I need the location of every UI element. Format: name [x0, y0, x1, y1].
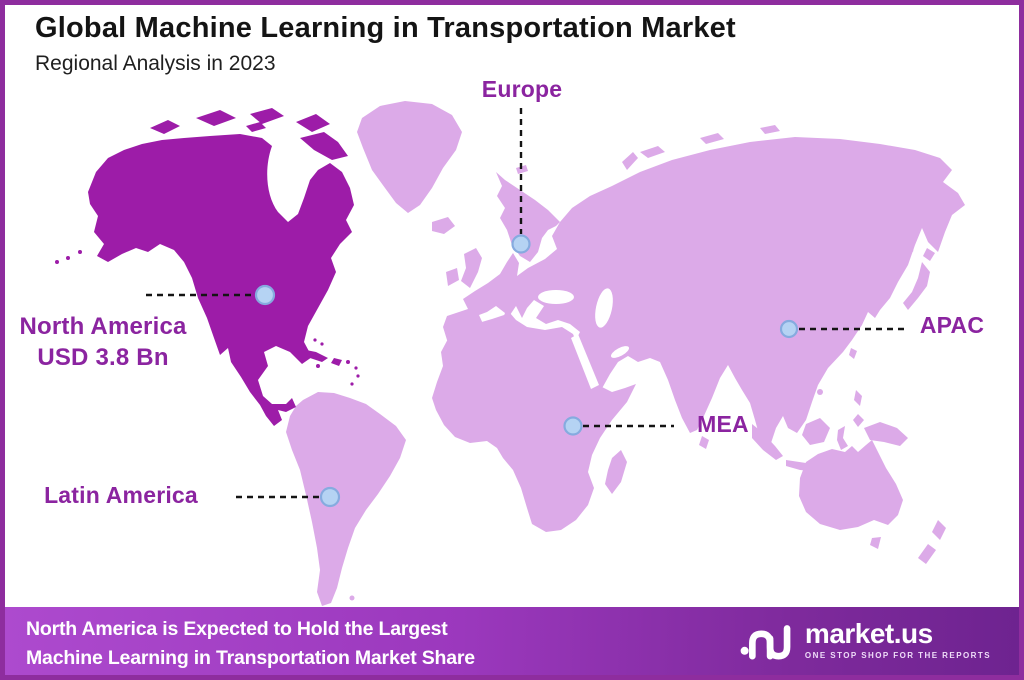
sakhalin-shape — [907, 225, 916, 252]
footer-headline-line1: North America is Expected to Hold the La… — [26, 618, 448, 640]
caribbean-dot — [316, 364, 320, 368]
sumatra-shape — [752, 424, 783, 460]
new-guinea-shape — [864, 422, 908, 446]
south-america-shape — [286, 392, 406, 606]
caribbean-dot — [356, 374, 360, 378]
logo-brand: market.us — [804, 618, 933, 649]
marker-latin-america — [319, 486, 341, 508]
greenland-shape — [357, 101, 462, 213]
region-label-europe: Europe — [481, 76, 563, 102]
iceland-shape — [432, 217, 455, 234]
hainan-shape — [817, 389, 823, 395]
bahamas-dot — [320, 342, 324, 346]
marketus-logo: market.us ONE STOP SHOP FOR THE REPORTS — [740, 617, 991, 663]
philippines-shape — [853, 390, 864, 427]
caribbean-islands — [296, 348, 342, 366]
aleutian-dot — [78, 250, 82, 254]
japan-shape — [903, 262, 930, 310]
region-label-apac: APAC — [919, 312, 985, 338]
region-label-latin-america: Latin America — [44, 482, 198, 508]
aleutian-dot — [55, 260, 59, 264]
scandinavia-shape — [496, 172, 560, 262]
marketus-logo-text: market.us ONE STOP SHOP FOR THE REPORTS — [804, 618, 991, 661]
tasmania-shape — [870, 537, 881, 549]
region-value-north-america: USD 3.8 Bn — [37, 344, 169, 371]
footer-headline-line2: Machine Learning in Transportation Marke… — [26, 647, 475, 669]
arctic-canada-islands — [150, 108, 348, 160]
footer-headline: North America is Expected to Hold the La… — [26, 615, 475, 673]
sulawesi-shape — [837, 426, 848, 450]
taiwan-shape — [849, 348, 857, 359]
region-label-mea: MEA — [697, 411, 749, 437]
hokkaido-shape — [923, 248, 935, 261]
australia-shape — [799, 440, 903, 530]
region-label-north-america: North America USD 3.8 Bn — [2, 311, 204, 373]
logo-tagline: ONE STOP SHOP FOR THE REPORTS — [804, 651, 991, 660]
caribbean-dot — [354, 366, 358, 370]
region-label-north-america-name: North America — [19, 313, 187, 340]
black-sea — [538, 290, 574, 304]
new-zealand-shape — [918, 520, 946, 564]
footer-banner: North America is Expected to Hold the La… — [5, 607, 1019, 675]
falklands-shape — [349, 595, 355, 601]
uk-shape — [461, 248, 482, 288]
inland-seas — [538, 288, 630, 389]
page-subtitle: Regional Analysis in 2023 — [35, 52, 276, 75]
marker-mea — [563, 416, 583, 436]
map-base-land — [286, 101, 965, 606]
region-markers — [254, 234, 799, 508]
persian-gulf — [610, 346, 630, 358]
madagascar-shape — [605, 450, 627, 494]
marker-north-america — [254, 284, 276, 306]
caspian-sea — [595, 288, 613, 328]
ireland-shape — [446, 268, 459, 286]
connector-lines — [146, 108, 906, 499]
sri-lanka-shape — [699, 436, 709, 449]
marker-europe — [511, 234, 531, 254]
header: Global Machine Learning in Transportatio… — [35, 12, 736, 76]
bahamas-dot — [313, 338, 317, 342]
marketus-logo-icon — [740, 625, 791, 660]
north-america-mainland — [88, 134, 354, 426]
aleutian-dot — [66, 256, 70, 260]
borneo-shape — [802, 418, 830, 445]
region-north-america-shape — [55, 108, 360, 426]
caribbean-dot — [346, 360, 350, 364]
caribbean-dot — [350, 382, 354, 386]
marker-apac — [779, 319, 799, 339]
arctic-islands-shape — [516, 125, 780, 174]
red-sea — [571, 334, 599, 389]
page-title: Global Machine Learning in Transportatio… — [35, 12, 736, 44]
